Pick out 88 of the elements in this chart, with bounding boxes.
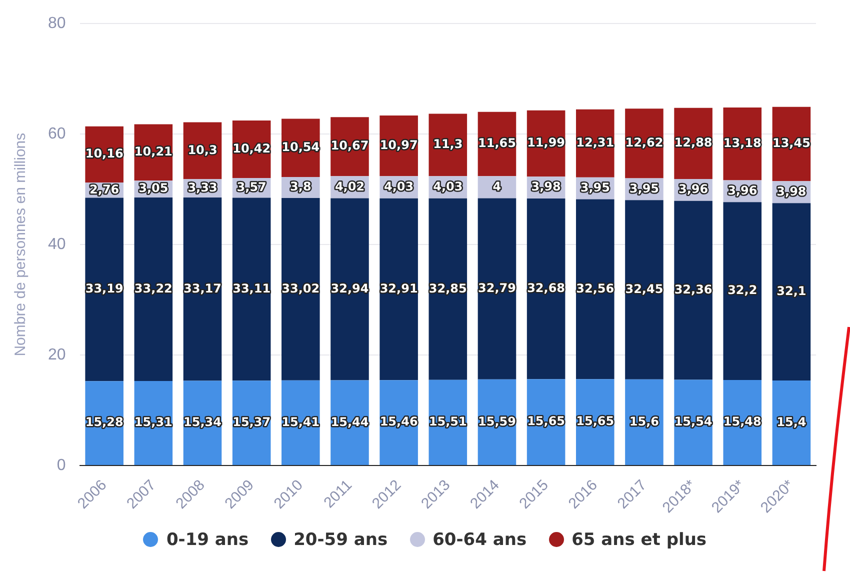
legend-label: 20-59 ans <box>292 530 388 550</box>
data-label: 15,65 <box>527 414 566 428</box>
data-label: 15,65 <box>576 414 614 428</box>
data-label: 4,02 <box>334 179 365 194</box>
bar <box>134 197 173 381</box>
data-label: 12,88 <box>674 136 712 150</box>
data-label: 3,96 <box>728 183 758 198</box>
data-label: 32,45 <box>625 282 664 296</box>
data-label: 32,91 <box>380 281 418 296</box>
bar <box>183 198 222 381</box>
bar <box>232 198 271 381</box>
data-label: 13,18 <box>723 136 762 150</box>
data-label: 15,6 <box>629 414 660 428</box>
data-label: 15,46 <box>380 414 418 429</box>
data-label: 33,11 <box>232 281 271 296</box>
data-label: 10,97 <box>380 138 418 152</box>
data-label: 15,37 <box>232 414 271 429</box>
data-label: 10,42 <box>232 141 271 156</box>
data-label: 11,65 <box>478 136 516 150</box>
data-label: 15,51 <box>428 414 467 429</box>
data-label: 15,44 <box>330 414 369 429</box>
bar <box>772 203 811 380</box>
data-label: 33,22 <box>134 281 172 296</box>
data-label: 33,02 <box>282 281 320 296</box>
y-tick-label: 20 <box>48 346 66 364</box>
data-label: 32,56 <box>576 281 614 296</box>
data-label: 12,62 <box>625 136 664 150</box>
y-tick-label: 0 <box>56 456 66 474</box>
legend-label: 0-19 ans <box>165 530 249 550</box>
data-label: 3,96 <box>678 182 708 196</box>
bar <box>282 198 320 380</box>
data-label: 3,95 <box>580 180 610 194</box>
data-label: 32,1 <box>776 284 806 298</box>
data-label: 4,03 <box>384 179 414 194</box>
bar <box>478 198 516 380</box>
data-label: 3,05 <box>138 181 168 196</box>
bar <box>723 202 762 380</box>
bar <box>526 198 566 380</box>
y-tick-label: 80 <box>48 15 66 32</box>
data-label: 15,34 <box>184 415 222 430</box>
data-label: 10,54 <box>282 140 320 154</box>
data-label: 15,59 <box>478 414 516 428</box>
data-label: 15,28 <box>85 415 124 430</box>
bar <box>772 380 811 466</box>
data-label: 3,57 <box>236 180 266 194</box>
data-label: 3,98 <box>531 180 561 194</box>
data-label: 33,17 <box>184 281 222 296</box>
bar <box>85 198 124 382</box>
bar <box>674 200 712 380</box>
data-label: 12,31 <box>576 136 614 150</box>
bar <box>478 176 516 198</box>
bar <box>625 379 664 466</box>
data-label: 32,94 <box>330 281 369 296</box>
bar <box>428 198 468 380</box>
data-label: 15,41 <box>282 414 320 429</box>
data-label: 13,45 <box>772 136 810 150</box>
data-label: 32,36 <box>674 282 712 296</box>
data-label: 10,16 <box>85 146 124 161</box>
data-label: 2,76 <box>90 182 120 196</box>
data-label: 4 <box>492 179 502 194</box>
legend-label: 65 ans et plus <box>570 530 707 550</box>
data-label: 32,79 <box>478 280 516 295</box>
data-label: 15,48 <box>723 414 762 429</box>
data-label: 33,19 <box>85 282 124 296</box>
y-tick-label: 40 <box>48 236 66 253</box>
data-label: 10,3 <box>188 142 218 157</box>
bar <box>576 199 614 380</box>
y-tick-label: 60 <box>48 125 66 142</box>
data-label: 15,4 <box>776 414 806 429</box>
data-label: 3,33 <box>188 180 218 194</box>
bar <box>625 200 664 380</box>
data-label: 32,2 <box>728 283 758 298</box>
data-label: 4,03 <box>433 179 463 194</box>
data-label: 15,54 <box>674 414 712 428</box>
data-label: 10,21 <box>134 144 172 159</box>
data-label: 32,68 <box>527 280 566 295</box>
y-axis-title: Nombre de personnes en millions <box>12 132 30 356</box>
data-label: 3,95 <box>629 181 660 196</box>
data-label: 11,99 <box>527 136 566 150</box>
data-label: 3,98 <box>776 184 806 198</box>
data-label: 3,8 <box>290 180 312 194</box>
data-label: 11,3 <box>433 137 463 152</box>
bar <box>380 198 418 380</box>
legend-label: 60-64 ans <box>432 530 527 550</box>
data-label: 10,67 <box>330 138 369 153</box>
data-label: 15,31 <box>134 415 172 430</box>
data-label: 32,85 <box>428 281 467 296</box>
bar <box>330 198 369 380</box>
